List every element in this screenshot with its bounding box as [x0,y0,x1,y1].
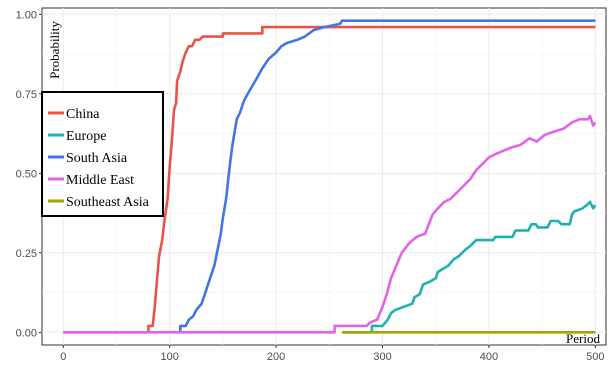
series-line-china [63,25,596,334]
y-tick-label: 1.00 [16,9,37,21]
x-tick-label: 0 [60,351,66,363]
tick-labels: 0 100 200 300 400 500 0.00 0.25 0.50 0.75 1.00 [16,9,605,363]
y-tick-label: 0.25 [16,248,37,260]
legend-label-middle-east: Middle East [66,173,134,188]
y-tick-label: 0.50 [16,168,37,180]
x-tick-label: 100 [161,351,179,363]
x-tick-label: 300 [373,351,391,363]
legend-label-europe: Europe [66,129,106,144]
legend-label-south-asia: South Asia [66,151,128,166]
x-tick-label: 200 [267,351,285,363]
y-tick-label: 0.00 [16,327,37,339]
legend: China Europe South Asia Middle East Southeas… [41,91,164,217]
series-line-europe [342,200,597,334]
legend-items: China Europe South Asia Middle East Southeas… [48,107,150,210]
minor-gridlines [42,8,606,345]
x-tick-label: 500 [586,351,604,363]
y-axis-title: Probability [47,21,62,79]
x-axis-title: Period [566,331,600,346]
legend-label-southeast-asia: Southeast Asia [66,195,150,210]
series-line-middle-east [63,114,597,334]
legend-label-china: China [66,107,100,122]
series-line-south-asia [178,19,596,334]
series-lines [63,19,597,334]
y-tick-label: 0.75 [16,89,37,101]
x-tick-label: 400 [480,351,498,363]
